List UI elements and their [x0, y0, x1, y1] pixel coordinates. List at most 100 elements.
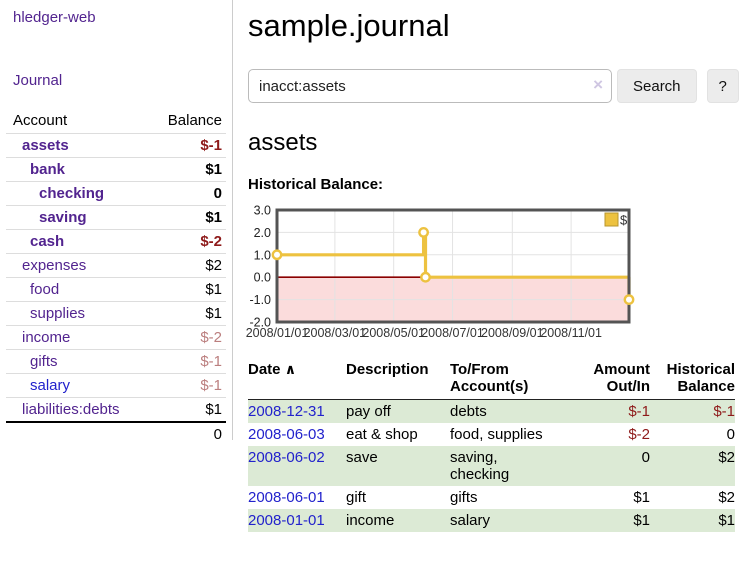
total-balance: 0 — [151, 421, 226, 446]
app-title-link[interactable]: hledger-web — [13, 9, 96, 26]
account-balance: $1 — [151, 205, 226, 230]
account-row: liabilities:debts $1 — [6, 397, 226, 422]
transaction-date-link[interactable]: 2008-06-01 — [248, 489, 325, 506]
account-link[interactable]: gifts — [30, 353, 58, 370]
transaction-description: gift — [346, 489, 367, 506]
account-heading: assets — [248, 129, 318, 156]
accounts-total-row: 0 — [6, 421, 226, 446]
svg-text:2008/05/01: 2008/05/01 — [362, 326, 425, 340]
search-input[interactable] — [248, 69, 612, 103]
svg-text:0.0: 0.0 — [254, 271, 271, 285]
sidebar: hledger-web Journal Account Balance asse… — [0, 0, 233, 446]
transaction-row: 2008-01-01 income salary $1 $1 — [248, 509, 735, 532]
svg-text:2008/01/01: 2008/01/01 — [246, 326, 309, 340]
svg-text:-1.0: -1.0 — [249, 293, 271, 307]
account-balance: $-2 — [151, 325, 226, 350]
transaction-accounts: salary — [450, 512, 491, 529]
account-balance: $1 — [151, 157, 226, 182]
amount-column-header: Amount Out/In — [570, 359, 650, 400]
account-row: expenses $2 — [6, 253, 226, 278]
transaction-accounts: debts — [450, 403, 487, 420]
account-link[interactable]: bank — [30, 161, 66, 178]
legend-swatch — [604, 212, 619, 227]
account-column-header: Account — [13, 112, 68, 129]
transaction-amount: 0 — [641, 449, 650, 466]
account-row: food $1 — [6, 277, 226, 302]
svg-text:2.0: 2.0 — [254, 226, 271, 240]
accounts-header-row: Account Balance — [6, 109, 226, 134]
transaction-amount: $-1 — [628, 403, 650, 420]
transaction-description: eat & shop — [346, 426, 418, 443]
sort-ascending-icon: ∧ — [284, 361, 297, 377]
account-link[interactable]: income — [22, 329, 71, 346]
search-box: × — [248, 69, 612, 103]
account-row: supplies $1 — [6, 301, 226, 326]
accounts-table: Account Balance assets $-1 bank $1 checking 0… — [6, 109, 226, 446]
account-link[interactable]: checking — [39, 185, 105, 202]
search-button[interactable]: Search — [617, 69, 697, 103]
svg-text:1.0: 1.0 — [254, 248, 271, 262]
legend-label: $ — [620, 213, 628, 228]
historical-balance-chart: $3.0 2.0 1.0 0.0 -1.0 -2.0 2008/01/01 2008/03/0… — [240, 203, 700, 345]
account-balance: $2 — [151, 253, 226, 278]
account-link[interactable]: supplies — [30, 305, 86, 322]
transaction-accounts: gifts — [450, 489, 478, 506]
account-row: saving $1 — [6, 205, 226, 230]
register-table: Date ∧ Description To/From Account(s) Am… — [248, 359, 735, 532]
accounts-column-header: To/From Account(s) — [450, 359, 570, 400]
account-row: bank $1 — [6, 157, 226, 182]
transaction-accounts: saving, checking — [450, 449, 510, 483]
help-button[interactable]: ? — [706, 69, 739, 103]
transaction-balance: $1 — [718, 512, 735, 529]
chart-svg: $3.0 2.0 1.0 0.0 -1.0 -2.02008/01/012008/03/0… — [246, 204, 635, 340]
svg-text:-2.0: -2.0 — [249, 316, 271, 330]
transaction-date-link[interactable]: 2008-06-02 — [248, 449, 325, 466]
account-balance: $1 — [151, 277, 226, 302]
transaction-row: 2008-06-03 eat & shop food, supplies $-2 0 — [248, 423, 735, 446]
clear-search-icon[interactable]: × — [593, 75, 603, 94]
transaction-date-link[interactable]: 2008-06-03 — [248, 426, 325, 443]
account-row: assets $-1 — [6, 133, 226, 158]
account-balance: $-1 — [151, 349, 226, 374]
transaction-balance: 0 — [726, 426, 735, 443]
transaction-balance: $2 — [718, 449, 735, 466]
transaction-balance: $-1 — [713, 403, 735, 420]
balance-column-header: Balance — [167, 112, 222, 129]
main-content: sample.journal × Search ? assets Histori… — [246, 0, 739, 532]
transaction-amount: $1 — [633, 512, 650, 529]
account-row: gifts $-1 — [6, 349, 226, 374]
sidebar-item-journal[interactable]: Journal — [13, 72, 63, 89]
search-form: × Search ? — [248, 69, 739, 103]
transaction-date-link[interactable]: 2008-01-01 — [248, 512, 325, 529]
account-link[interactable]: food — [30, 281, 60, 298]
account-link[interactable]: saving — [39, 209, 87, 226]
account-link[interactable]: cash — [30, 233, 65, 250]
transaction-description: income — [346, 512, 395, 529]
transaction-description: save — [346, 449, 378, 466]
account-link[interactable]: assets — [22, 137, 69, 154]
account-row: income $-2 — [6, 325, 226, 350]
account-balance: $-2 — [151, 229, 226, 254]
account-link[interactable]: liabilities:debts — [22, 401, 120, 418]
account-balance: $1 — [151, 397, 226, 422]
svg-text:2008/03/01: 2008/03/01 — [304, 326, 367, 340]
transaction-date-link[interactable]: 2008-12-31 — [248, 403, 325, 420]
account-balance: $-1 — [151, 133, 226, 158]
description-column-header: Description — [346, 359, 450, 400]
svg-text:2008/11/01: 2008/11/01 — [540, 326, 602, 340]
transaction-row: 2008-06-02 save saving, checking 0 $2 — [248, 446, 735, 486]
account-balance: $-1 — [151, 373, 226, 398]
transaction-row: 2008-12-31 pay off debts $-1 $-1 — [248, 399, 735, 423]
transaction-row: 2008-06-01 gift gifts $1 $2 — [248, 486, 735, 509]
account-row: salary $-1 — [6, 373, 226, 398]
svg-text:3.0: 3.0 — [254, 204, 271, 218]
account-link[interactable]: salary — [30, 377, 71, 394]
register-header-row: Date ∧ Description To/From Account(s) Am… — [248, 359, 735, 400]
transaction-accounts: food, supplies — [450, 426, 543, 443]
date-column-header: Date — [248, 361, 281, 378]
transaction-description: pay off — [346, 403, 391, 420]
transaction-amount: $1 — [633, 489, 650, 506]
account-balance: $1 — [151, 301, 226, 326]
historical-balance-column-header: Historical Balance — [650, 359, 735, 400]
account-link[interactable]: expenses — [22, 257, 87, 274]
